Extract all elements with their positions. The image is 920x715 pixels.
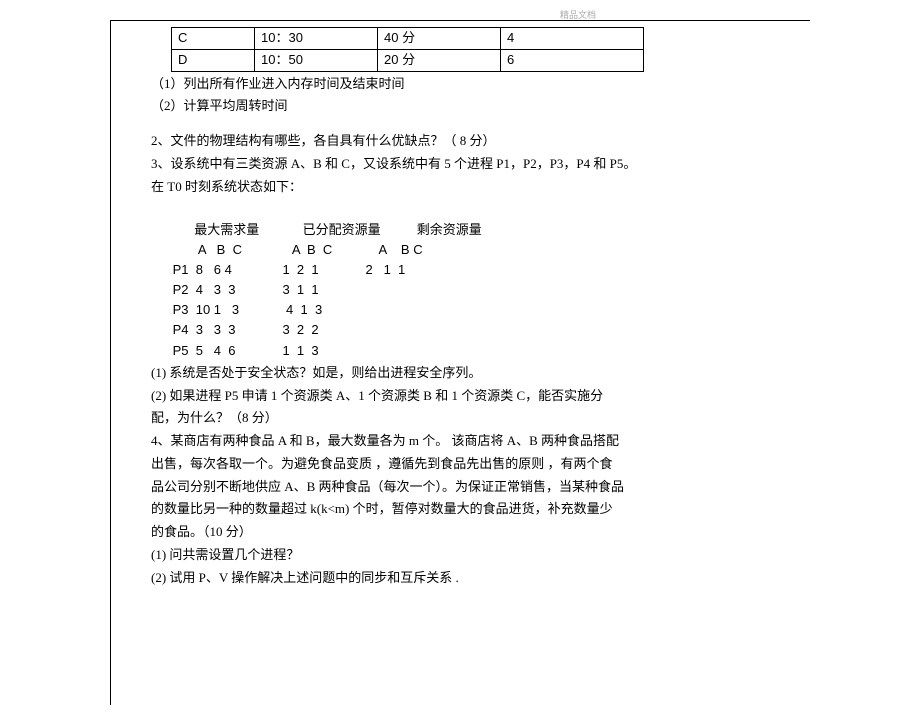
table-row: C 10：30 40 分 4 bbox=[172, 28, 644, 50]
q4-s2: (2) 试用 P、V 操作解决上述问题中的同步和互斥关系 . bbox=[151, 568, 790, 589]
content-frame: C 10：30 40 分 4 D 10：50 20 分 6 （1）列出所有作业进… bbox=[110, 20, 810, 705]
q3-1: (1) 系统是否处于安全状态？如是，则给出进程安全序列。 bbox=[151, 363, 790, 384]
q3-2a: (2) 如果进程 P5 申请 1 个资源类 A、1 个资源类 B 和 1 个资源… bbox=[151, 386, 790, 407]
cell: 6 bbox=[501, 49, 644, 71]
table-row: D 10：50 20 分 6 bbox=[172, 49, 644, 71]
cell: 10：50 bbox=[255, 49, 378, 71]
res-row: P1 8 6 4 1 2 1 2 1 1 bbox=[169, 262, 405, 277]
res-header: 最大需求量 已分配资源量 剩余资源量 bbox=[169, 222, 482, 237]
cell: D bbox=[172, 49, 255, 71]
cell: 40 分 bbox=[378, 28, 501, 50]
partial-table: C 10：30 40 分 4 D 10：50 20 分 6 bbox=[171, 27, 644, 72]
cell: C bbox=[172, 28, 255, 50]
page: 精品文档 C 10：30 40 分 4 D 10：50 20 分 6 （1）列出… bbox=[0, 0, 920, 715]
res-row: P4 3 3 3 3 2 2 bbox=[169, 322, 319, 337]
res-row: P3 10 1 3 4 1 3 bbox=[169, 302, 322, 317]
q4-l1: 4、某商店有两种食品 A 和 B，最大数量各为 m 个。 该商店将 A、B 两种… bbox=[151, 431, 790, 452]
cell: 10：30 bbox=[255, 28, 378, 50]
cell: 4 bbox=[501, 28, 644, 50]
q4-l4: 的数量比另一种的数量超过 k(k<m) 个时，暂停对数量大的食品进货，补充数量少 bbox=[151, 499, 790, 520]
res-row: P2 4 3 3 3 1 1 bbox=[169, 282, 319, 297]
q4-s1: (1) 问共需设置几个进程？ bbox=[151, 545, 790, 566]
q1-sub2: （2）计算平均周转时间 bbox=[151, 96, 790, 117]
q3-intro2: 在 T0 时刻系统状态如下： bbox=[151, 177, 790, 198]
q4-l2: 出售，每次各取一个。为避免食品变质 ，遵循先到食品先出售的原则 ，有两个食 bbox=[151, 454, 790, 475]
resource-table: 最大需求量 已分配资源量 剩余资源量 A B C A B C A B C P1 … bbox=[169, 200, 790, 361]
cell: 20 分 bbox=[378, 49, 501, 71]
q3-intro1: 3、设系统中有三类资源 A、B 和 C，又设系统中有 5 个进程 P1，P2，P… bbox=[151, 154, 790, 175]
res-abc: A B C A B C A B C bbox=[169, 242, 423, 257]
res-row: P5 5 4 6 1 1 3 bbox=[169, 343, 319, 358]
q3-2b: 配，为什么？（8 分） bbox=[151, 408, 790, 429]
q4-l5: 的食品。（10 分） bbox=[151, 522, 790, 543]
q1-sub1: （1）列出所有作业进入内存时间及结束时间 bbox=[151, 74, 790, 95]
q4-l3: 品公司分别不断地供应 A、B 两种食品（每次一个）。为保证正常销售，当某种食品 bbox=[151, 477, 790, 498]
q2: 2、文件的物理结构有哪些，各自具有什么优缺点？（ 8 分） bbox=[151, 131, 790, 152]
